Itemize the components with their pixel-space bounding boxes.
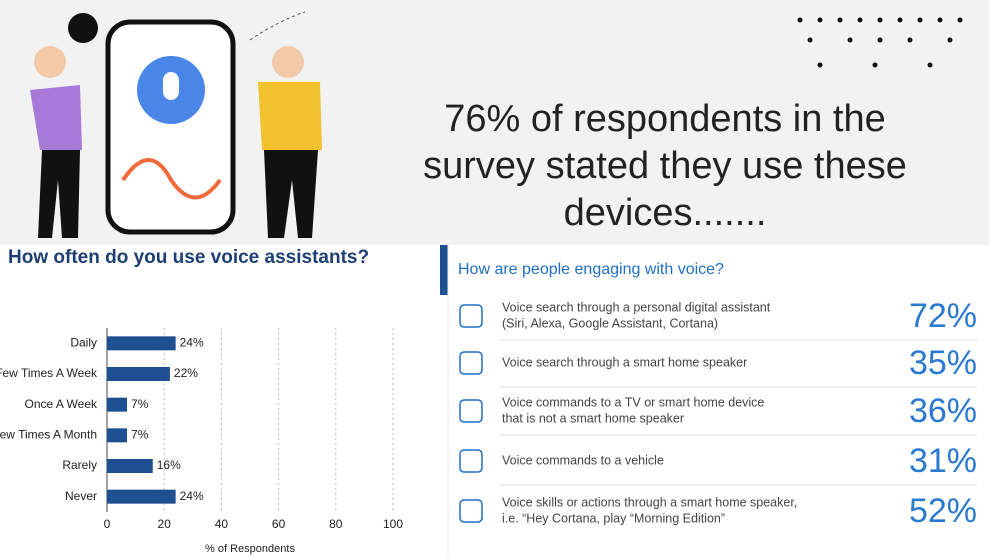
row-text: i.e. “Hey Cortana, play “Morning Edition… <box>502 511 725 525</box>
x-tick-label: 40 <box>215 517 229 531</box>
row-text: (Siri, Alexa, Google Assistant, Cortana) <box>502 316 718 330</box>
chart-title: How often do you use voice assistants? <box>8 247 369 268</box>
row-percent: 31% <box>909 442 977 480</box>
row-percent: 72% <box>909 297 977 335</box>
bar <box>107 336 176 351</box>
dot-pattern <box>797 17 963 68</box>
value-label: 24% <box>180 489 204 503</box>
y-tick-label: A Few Times A Week <box>0 366 98 380</box>
row-text: Voice search through a personal digital … <box>502 300 771 314</box>
x-tick-label: 20 <box>158 517 172 531</box>
bar-chart: 0 20 40 60 80 100 Daily 24% A Few Times A Week 22… <box>0 328 403 531</box>
panel-title: How are people engaging with voice? <box>458 261 724 278</box>
y-tick-label: Never <box>65 489 97 503</box>
headline-line: 76% of respondents in the <box>444 98 886 140</box>
chart-title-band <box>0 245 448 295</box>
row-percent: 52% <box>909 492 977 530</box>
x-tick-label: 60 <box>272 517 286 531</box>
headline: 76% of respondents in the survey stated t… <box>423 98 907 234</box>
chart-title-accent <box>440 245 448 295</box>
row-icon <box>459 449 483 473</box>
row-icon <box>459 399 483 423</box>
row-text: Voice skills or actions through a smart … <box>502 495 797 509</box>
value-label: 7% <box>131 428 149 442</box>
y-tick-label: Once A Week <box>25 397 98 411</box>
row-icon <box>459 351 483 375</box>
value-label: 16% <box>157 458 181 472</box>
row-icon <box>459 499 483 523</box>
row-text: Voice commands to a TV or smart home dev… <box>502 395 764 409</box>
bar <box>107 397 128 412</box>
row-text: Voice search through a smart home speake… <box>502 355 747 369</box>
engagement-list: Voice search through a personal digital … <box>459 297 977 530</box>
bar <box>107 459 153 473</box>
bar <box>107 428 128 443</box>
value-label: 24% <box>180 336 204 350</box>
row-icon <box>459 304 483 328</box>
row-percent: 36% <box>909 392 977 430</box>
headline-line: survey stated they use these <box>423 145 907 187</box>
bar <box>107 367 170 381</box>
y-tick-label: Daily <box>70 336 97 350</box>
y-tick-label: Rarely <box>62 458 97 472</box>
row-percent: 35% <box>909 344 977 382</box>
y-tick-label: A Few Times A Month <box>0 428 97 442</box>
x-tick-label: 0 <box>104 517 111 531</box>
row-text: that is not a smart home speaker <box>502 411 684 425</box>
illustration <box>30 11 322 238</box>
value-label: 7% <box>131 397 149 411</box>
value-label: 22% <box>174 366 198 380</box>
row-text: Voice commands to a vehicle <box>502 453 664 467</box>
x-tick-label: 80 <box>329 517 343 531</box>
bar <box>107 489 176 504</box>
headline-line: devices....... <box>564 192 767 234</box>
x-tick-label: 100 <box>383 517 403 531</box>
x-axis-label: % of Respondents <box>205 543 295 555</box>
